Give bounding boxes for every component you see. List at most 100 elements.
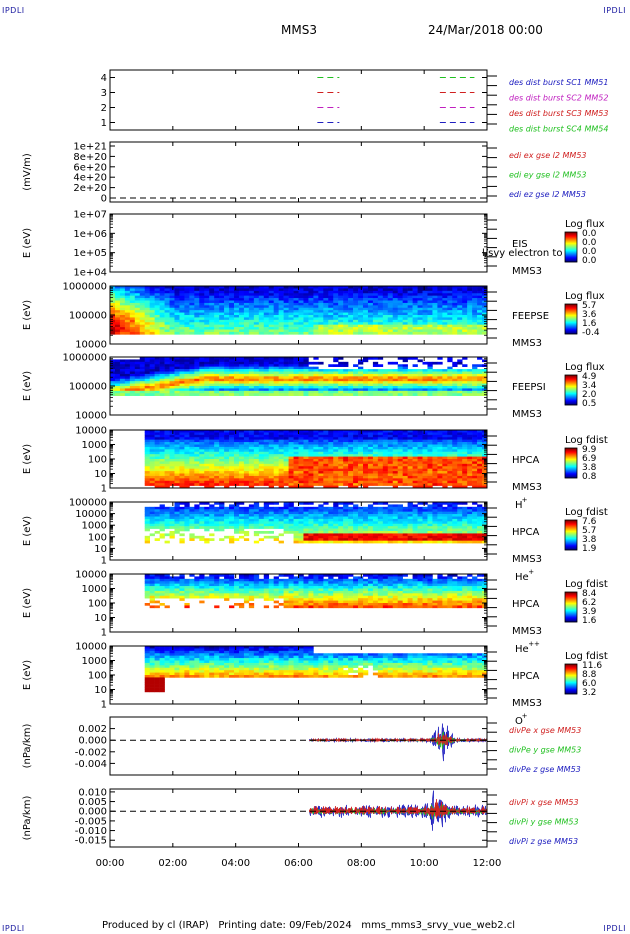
feeps-e-cell — [387, 331, 394, 335]
feeps-i-cell — [437, 361, 443, 365]
hpca-h-cell — [362, 439, 369, 443]
feeps-i-cell — [452, 373, 458, 377]
hpca-h-cell — [437, 432, 443, 436]
feeps-i-cell — [214, 390, 220, 394]
hpca-h-cell — [358, 430, 364, 433]
eis-instrument-label: EIS — [512, 239, 528, 250]
hpca-h-cell — [437, 478, 443, 482]
hpca-h-cell — [238, 442, 245, 445]
hpca-h-cell — [258, 471, 265, 474]
feeps-e-cell — [139, 319, 146, 323]
hpca-h-cell — [174, 463, 180, 467]
feeps-e-cell — [387, 295, 394, 299]
feeps-i-cell — [134, 371, 141, 375]
hpca-h-cell — [437, 456, 443, 460]
hpca-h-cell — [457, 430, 463, 433]
feeps-e-cell — [219, 288, 225, 292]
hpca-he-cell — [174, 506, 180, 510]
hpca-h-cell — [159, 439, 165, 443]
hpca-h-cell — [367, 442, 374, 445]
hpca-h-cell — [348, 449, 354, 453]
feeps-e-cell — [144, 302, 150, 306]
feeps-e-cell — [139, 286, 146, 289]
hpca-h-cell — [243, 471, 250, 474]
feeps-i-cell — [318, 369, 324, 372]
feeps-e-cell — [134, 298, 141, 301]
feeps-i-cell — [313, 366, 319, 370]
feeps-e-cell — [134, 286, 141, 289]
feeps-e-cell — [293, 286, 299, 289]
hpca-h-cell — [234, 439, 240, 443]
hpca-h-cell — [387, 456, 394, 460]
hpca-h-cell — [447, 478, 453, 482]
feeps-e-cell — [278, 310, 284, 313]
feeps-i-cell — [189, 373, 195, 377]
feeps-e-cell — [268, 305, 274, 309]
hpca-h-cell — [477, 449, 483, 453]
feeps-i-cell — [169, 376, 175, 380]
hpca-h-cell — [154, 461, 160, 465]
hpca-h-cell — [229, 439, 235, 443]
hpca-h-cell — [353, 432, 359, 436]
hpca-h-cell — [412, 454, 418, 457]
feeps-e-colorbar-step — [565, 304, 577, 306]
feeps-e-cell — [234, 312, 240, 316]
feeps-e-cell — [134, 307, 141, 311]
hpca-h-cell — [367, 483, 374, 486]
feeps-e-cell — [209, 315, 215, 318]
hpca-h-cell — [149, 471, 155, 474]
feeps-i-cell — [248, 378, 255, 382]
feeps-i-cell — [144, 388, 150, 392]
feeps-i-cell — [482, 383, 488, 387]
hpca-h-cell — [472, 466, 478, 469]
feeps-e-cell — [343, 329, 349, 333]
feeps-e-cell — [467, 295, 473, 299]
hpca-h-cell — [179, 473, 185, 477]
hpca-h-cell — [298, 430, 304, 433]
hpca-h-cell — [412, 471, 418, 474]
feeps-i-cell — [338, 386, 344, 389]
feeps-i-cell — [134, 366, 141, 370]
feeps-i-cell — [308, 366, 314, 370]
feeps-e-cell — [358, 290, 364, 294]
hpca-h-cell — [179, 483, 185, 486]
hpca-h-cell — [278, 439, 284, 443]
hpca-h-cell — [377, 432, 384, 436]
feeps-i-cell — [278, 361, 284, 365]
feeps-i-cell — [229, 388, 235, 392]
feeps-e-cell — [313, 322, 319, 325]
eis-colorbar-step — [565, 250, 577, 252]
feeps-e-cell — [333, 319, 339, 323]
hpca-h-cell — [452, 475, 458, 479]
feeps-e-cell — [224, 324, 230, 328]
feeps-i-cell — [219, 366, 225, 370]
feeps-e-cell — [422, 317, 428, 321]
hpca-h-cell — [382, 430, 389, 433]
hpca-h-cell — [367, 466, 374, 469]
hpca-he-cell — [159, 506, 165, 510]
feeps-i-cell — [377, 381, 384, 384]
feeps-i-cell — [452, 371, 458, 375]
hpca-he-cell — [174, 521, 180, 525]
hpca-h-cell — [253, 473, 260, 477]
hpca-h-cell — [472, 473, 478, 477]
feeps-i-cell — [303, 383, 309, 387]
hpca-h-cell — [174, 434, 180, 438]
feeps-e-cell — [308, 317, 314, 321]
hpca-h-cell — [204, 437, 210, 440]
feeps-i-cell — [377, 376, 384, 380]
hpca-h-cell — [273, 466, 279, 469]
feeps-e-cell — [343, 312, 349, 316]
hpca-h-cell — [372, 432, 379, 436]
hpca-h-cell — [169, 471, 175, 474]
feeps-e-cell — [318, 322, 324, 325]
hpca-h-cell — [298, 442, 304, 445]
feeps-e-cell — [472, 329, 478, 333]
feeps-i-cell — [358, 359, 364, 363]
feeps-e-cell — [134, 312, 141, 316]
hpca-h-cell — [392, 463, 399, 467]
feeps-e-cell — [392, 324, 399, 328]
hpca-h-cell — [427, 451, 433, 455]
hpca-h-cell — [457, 475, 463, 479]
hpca-h-cell — [472, 456, 478, 460]
